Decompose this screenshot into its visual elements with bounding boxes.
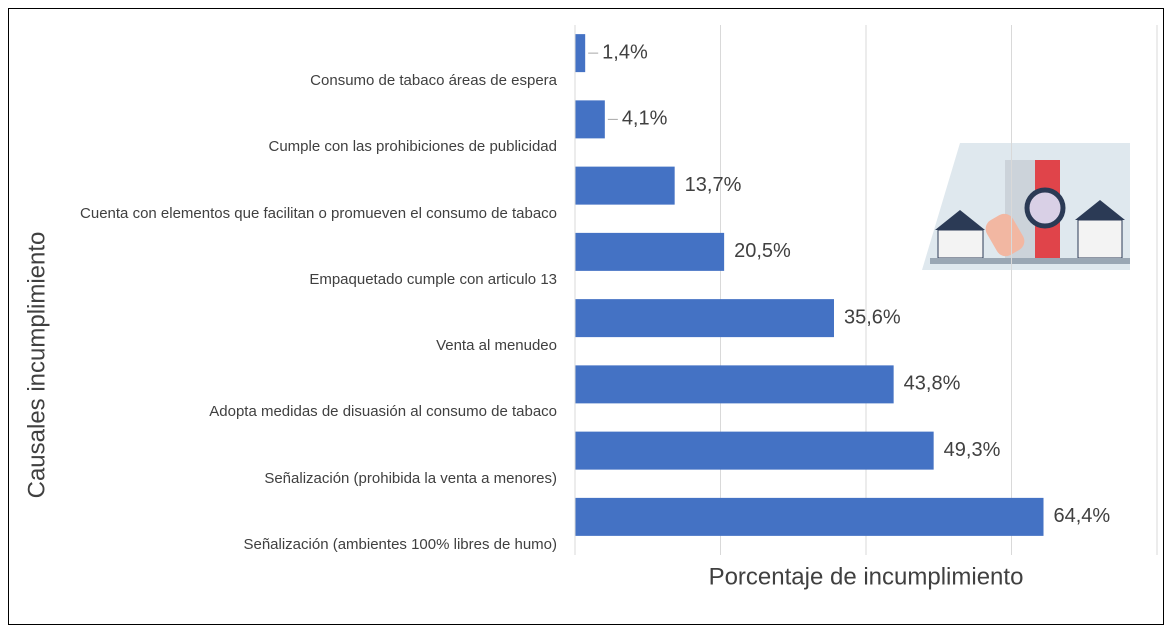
bar bbox=[575, 497, 1044, 536]
y-tick-label: Adopta medidas de disuasión al consumo d… bbox=[209, 403, 557, 421]
frame bbox=[8, 8, 1164, 625]
value-label: 35,6% bbox=[844, 306, 901, 328]
y-tick-label: Empaquetado cumple con articulo 13 bbox=[309, 270, 557, 288]
value-label: 64,4% bbox=[1054, 505, 1111, 527]
value-label: 1,4% bbox=[602, 41, 648, 63]
bar bbox=[575, 365, 894, 404]
value-label: 43,8% bbox=[904, 373, 961, 395]
y-tick-label: Señalización (prohibida la venta a menor… bbox=[264, 469, 557, 487]
bar bbox=[575, 166, 675, 205]
bar bbox=[575, 34, 586, 73]
y-tick-label: Señalización (ambientes 100% libres de h… bbox=[243, 535, 557, 553]
y-axis-title: Causales incumplimiento bbox=[23, 232, 50, 499]
illustration bbox=[922, 143, 1130, 270]
value-label: 13,7% bbox=[685, 174, 742, 196]
bar bbox=[575, 232, 725, 271]
y-tick-label: Consumo de tabaco áreas de espera bbox=[310, 72, 557, 90]
value-label: 20,5% bbox=[734, 240, 791, 262]
value-label: 4,1% bbox=[622, 108, 668, 130]
y-tick-label: Cuenta con elementos que facilitan o pro… bbox=[80, 204, 557, 222]
x-axis-title: Porcentaje de incumplimiento bbox=[709, 563, 1024, 590]
value-label: 49,3% bbox=[944, 439, 1001, 461]
y-tick-label: Cumple con las prohibiciones de publicid… bbox=[268, 138, 557, 156]
bar bbox=[575, 431, 934, 470]
y-tick-label: Venta al menudeo bbox=[436, 337, 557, 355]
bar bbox=[575, 299, 834, 338]
bar bbox=[575, 100, 605, 139]
